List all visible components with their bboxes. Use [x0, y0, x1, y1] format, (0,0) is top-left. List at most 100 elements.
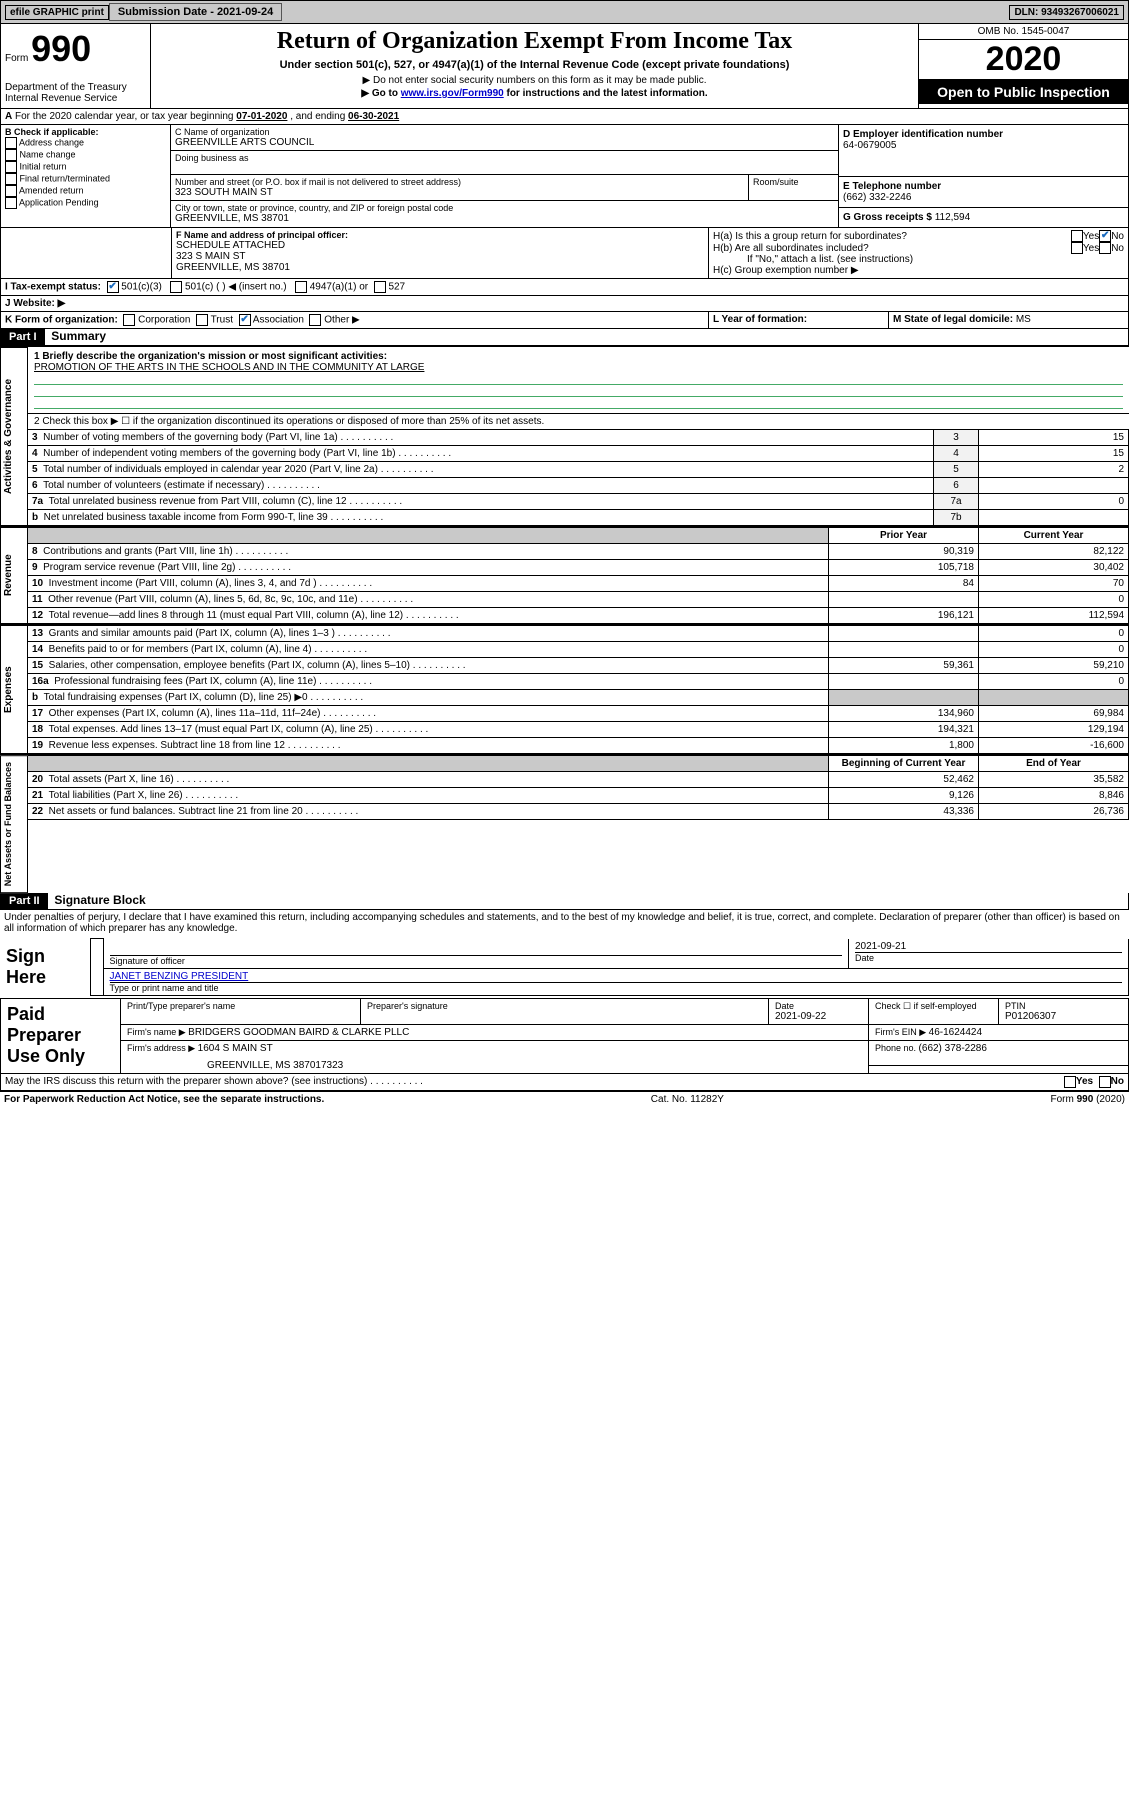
firm-addr2: GREENVILLE, MS 387017323: [127, 1054, 862, 1071]
gov-row-box: 3: [934, 430, 979, 446]
discuss-yes-checkbox[interactable]: [1064, 1076, 1076, 1088]
penalty-text: Under penalties of perjury, I declare th…: [0, 910, 1129, 936]
part1-title: Summary: [51, 329, 106, 343]
4947-checkbox[interactable]: [295, 281, 307, 293]
prior-year-value: 1,800: [829, 738, 979, 754]
fin-row-label: 11 Other revenue (Part VIII, column (A),…: [28, 592, 829, 608]
gov-row-box: 7a: [934, 494, 979, 510]
title-row: Form 990 Department of the Treasury Inte…: [0, 24, 1129, 109]
prior-year-value: [829, 642, 979, 658]
name-change-checkbox[interactable]: [5, 149, 17, 161]
fin-row-label: 15 Salaries, other compensation, employe…: [28, 658, 829, 674]
dln-box: DLN: 93493267006021: [1009, 5, 1124, 20]
activities-governance-block: Activities & Governance 1 Briefly descri…: [0, 346, 1129, 526]
fin-row-label: 8 Contributions and grants (Part VIII, l…: [28, 544, 829, 560]
paid-preparer-label: Paid Preparer Use Only: [1, 998, 121, 1073]
side-label-exp: Expenses: [0, 625, 28, 754]
discuss-no-checkbox[interactable]: [1099, 1076, 1111, 1088]
current-year-value: 0: [979, 642, 1129, 658]
fin-row-label: 12 Total revenue—add lines 8 through 11 …: [28, 608, 829, 624]
form990-link[interactable]: www.irs.gov/Form990: [401, 88, 504, 99]
footer-row: For Paperwork Reduction Act Notice, see …: [0, 1091, 1129, 1107]
gov-row-label: 7a Total unrelated business revenue from…: [28, 494, 934, 510]
net-assets-block: Net Assets or Fund Balances Beginning of…: [0, 754, 1129, 893]
ha-no-checkbox[interactable]: ✔: [1099, 230, 1111, 242]
firm-phone: (662) 378-2286: [919, 1043, 987, 1054]
submission-date-button[interactable]: Submission Date - 2021-09-24: [109, 3, 282, 21]
addr-change-checkbox[interactable]: [5, 137, 17, 149]
prior-year-value: 43,336: [829, 804, 979, 820]
app-pending-checkbox[interactable]: [5, 197, 17, 209]
room-suite-label: Room/suite: [748, 175, 838, 200]
gov-row-box: 7b: [934, 510, 979, 526]
section-m: M State of legal domicile: MS: [888, 312, 1128, 328]
part2-header-row: Part II Signature Block: [0, 893, 1129, 910]
expenses-table: 13 Grants and similar amounts paid (Part…: [28, 625, 1129, 754]
tax-year: 2020: [919, 40, 1128, 80]
section-bcde-row: B Check if applicable: Address change Na…: [0, 125, 1129, 228]
initial-return-checkbox[interactable]: [5, 161, 17, 173]
current-year-value: 0: [979, 674, 1129, 690]
fin-row-label: 14 Benefits paid to or for members (Part…: [28, 642, 829, 658]
ptin-value: P01206307: [1005, 1011, 1122, 1022]
note-goto: ▶ Go to www.irs.gov/Form990 for instruct…: [159, 88, 910, 99]
section-h: H(a) Is this a group return for subordin…: [708, 228, 1128, 278]
current-year-value: 59,210: [979, 658, 1129, 674]
gov-row-value: 0: [979, 494, 1129, 510]
pra-notice: For Paperwork Reduction Act Notice, see …: [4, 1094, 324, 1105]
ha-yes-checkbox[interactable]: [1071, 230, 1083, 242]
527-checkbox[interactable]: [374, 281, 386, 293]
self-employed: Check ☐ if self-employed: [869, 998, 999, 1024]
prior-year-value: 134,960: [829, 706, 979, 722]
form-990-cell: Form 990 Department of the Treasury Inte…: [1, 24, 151, 108]
sig-arrow: [90, 939, 103, 996]
revenue-table: Prior YearCurrent Year8 Contributions an…: [28, 527, 1129, 624]
title-cell: Return of Organization Exempt From Incom…: [151, 24, 918, 108]
current-year-value: 8,846: [979, 788, 1129, 804]
prior-year-value: 90,319: [829, 544, 979, 560]
ein-value: 64-0679005: [843, 140, 1124, 151]
part1-label: Part I: [1, 329, 45, 345]
sign-here-table: Sign Here Signature of officer 2021-09-2…: [0, 938, 1129, 996]
firm-name: BRIDGERS GOODMAN BAIRD & CLARKE PLLC: [188, 1027, 409, 1038]
prior-year-value: 52,462: [829, 772, 979, 788]
gov-row-box: 4: [934, 446, 979, 462]
hb-no-checkbox[interactable]: [1099, 242, 1111, 254]
current-year-value: 69,984: [979, 706, 1129, 722]
side-label-ag: Activities & Governance: [0, 347, 28, 526]
officer-name-link[interactable]: JANET BENZING PRESIDENT: [110, 971, 249, 982]
other-checkbox[interactable]: [309, 314, 321, 326]
trust-checkbox[interactable]: [196, 314, 208, 326]
side-label-rev: Revenue: [0, 527, 28, 624]
501c-checkbox[interactable]: [170, 281, 182, 293]
assoc-checkbox[interactable]: ✔: [239, 314, 251, 326]
section-b: B Check if applicable: Address change Na…: [1, 125, 171, 227]
corp-checkbox[interactable]: [123, 314, 135, 326]
section-a-row: A For the 2020 calendar year, or tax yea…: [0, 109, 1129, 125]
form-number: 990: [31, 28, 91, 69]
fin-row-label: 19 Revenue less expenses. Subtract line …: [28, 738, 829, 754]
hb-yes-checkbox[interactable]: [1071, 242, 1083, 254]
section-i-row: I Tax-exempt status: ✔ 501(c)(3) 501(c) …: [0, 279, 1129, 296]
gov-row-value: [979, 510, 1129, 526]
prior-year-value: [829, 674, 979, 690]
q2-text: 2 Check this box ▶ ☐ if the organization…: [28, 414, 1129, 429]
col-header-prior: Prior Year: [829, 528, 979, 544]
fin-row-label: 9 Program service revenue (Part VIII, li…: [28, 560, 829, 576]
prep-date: 2021-09-22: [775, 1011, 862, 1022]
501c3-checkbox[interactable]: ✔: [107, 281, 119, 293]
fin-row-label: 18 Total expenses. Add lines 13–17 (must…: [28, 722, 829, 738]
discuss-row: May the IRS discuss this return with the…: [0, 1074, 1129, 1091]
omb-number: OMB No. 1545-0047: [919, 24, 1128, 40]
amended-return-checkbox[interactable]: [5, 185, 17, 197]
section-fh-row: F Name and address of principal officer:…: [0, 228, 1129, 279]
gov-row-value: 15: [979, 446, 1129, 462]
net-assets-table: Beginning of Current YearEnd of Year20 T…: [28, 755, 1129, 820]
firm-addr1: 1604 S MAIN ST: [198, 1043, 273, 1054]
efile-label: efile GRAPHIC print: [5, 5, 109, 20]
irs-label: Internal Revenue Service: [5, 93, 146, 104]
final-return-checkbox[interactable]: [5, 173, 17, 185]
paid-preparer-table: Paid Preparer Use Only Print/Type prepar…: [0, 998, 1129, 1074]
col-header-current: End of Year: [979, 756, 1129, 772]
form-990-footer: Form 990 (2020): [1051, 1094, 1125, 1105]
